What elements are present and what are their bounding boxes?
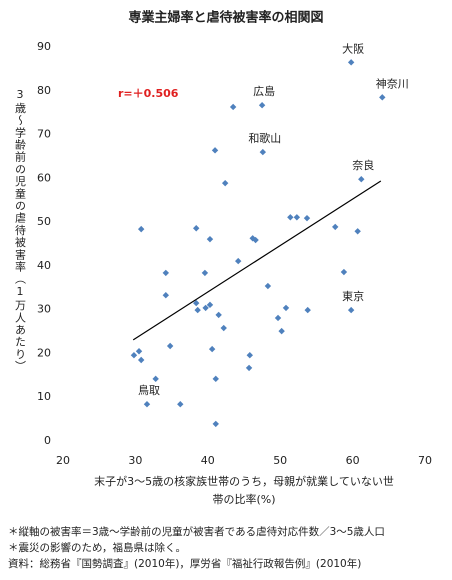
point [221,179,229,187]
x-tick-label: 20 [56,454,70,467]
point [193,299,200,307]
chart-title: 専業主婦率と虐待被害率の相関図 [128,10,323,26]
point [264,282,272,290]
point-label: 大阪 [342,41,364,55]
point [287,214,294,221]
point-label: 神奈川 [376,76,409,90]
footnote: ＊震災の影響のため，福島県は除く。 [8,541,186,554]
point [229,103,237,111]
x-axis-label: 帯の比率(%) [212,492,275,506]
point-label: 和歌山 [248,131,281,145]
point [282,304,290,312]
point [211,147,219,154]
point [354,228,361,235]
point [137,225,145,233]
point [194,306,201,314]
point [152,375,159,383]
point [293,214,301,221]
point [162,292,170,299]
y-tick-label: 0 [44,434,51,447]
point [235,257,242,265]
point [202,304,209,312]
point [332,223,339,231]
point-label: 広島 [253,84,275,98]
y-tick-label: 50 [37,215,51,228]
point [162,269,170,277]
point [340,268,348,276]
y-tick-label: 60 [37,171,51,184]
point [208,345,216,353]
point [274,314,282,322]
point [246,351,253,359]
annotation: r=＋0.506 [118,87,179,100]
y-tick-label: 20 [37,346,51,359]
point [212,375,219,383]
point [137,356,145,364]
x-tick-label: 30 [128,454,142,467]
point-label: 奈良 [352,158,374,172]
point-label: 鳥取 [138,383,160,397]
point [206,235,214,243]
point [206,301,214,309]
point [347,306,355,314]
y-tick-label: 70 [37,128,51,141]
point [220,324,227,332]
point [259,148,267,156]
y-tick-label: 90 [37,40,51,53]
point [215,311,222,319]
point [379,94,386,101]
y-axis-label: 3歳～学齢前の児童の虐待被害率（1万人あたり） [14,88,27,373]
point [166,342,174,350]
x-tick-label: 60 [346,454,360,467]
point [245,364,253,372]
point [304,306,311,314]
x-axis-label: 末子が3～5歳の核家族世帯のうち，母親が就業していない世 [94,474,394,488]
trendline [132,180,382,341]
y-tick-label: 40 [37,259,51,272]
y-tick-label: 10 [37,390,51,403]
point [347,59,355,66]
footnote: ＊縦軸の被害率＝3歳～学齢前の児童が被害者である虐待対応件数／3～5歳人口 [8,525,385,538]
point [201,269,209,277]
point [258,102,266,109]
point [177,401,184,408]
point [212,420,219,428]
point [193,225,200,232]
point [252,236,259,244]
point [135,348,143,355]
x-tick-label: 40 [201,454,215,467]
point [303,214,311,222]
y-tick-label: 30 [37,303,51,316]
x-tick-label: 70 [418,454,432,467]
point-label: 東京 [342,289,364,303]
footnote: 資料：総務省『国勢調査』(2010年)，厚労省『福祉行政報告例』(2010年) [8,557,361,570]
x-tick-label: 50 [273,454,287,467]
point [143,401,151,408]
y-tick-label: 80 [37,84,51,97]
point [358,176,365,183]
point [130,351,138,359]
point [278,327,285,335]
